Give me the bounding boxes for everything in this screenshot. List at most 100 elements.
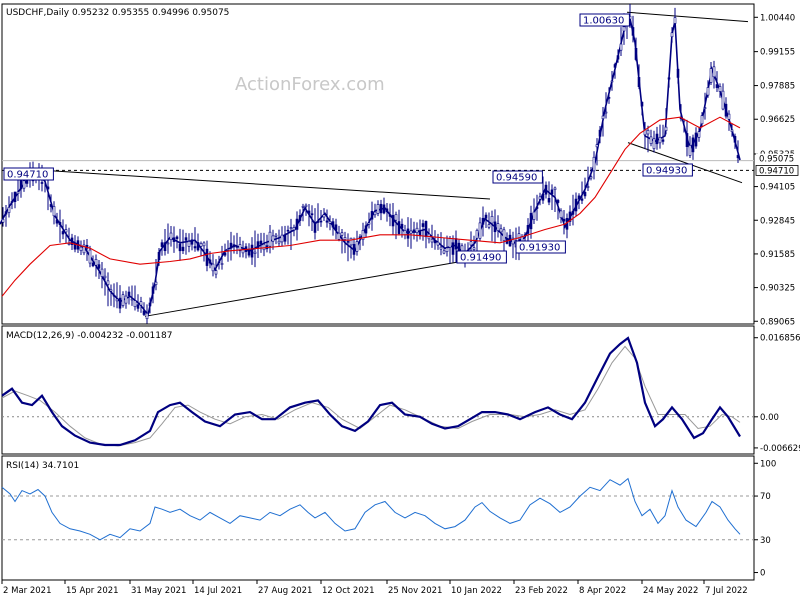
- candle-body: [379, 203, 383, 214]
- candle-body: [247, 249, 251, 256]
- candle-body: [274, 234, 278, 237]
- candle-body: [91, 262, 95, 267]
- candle-body: [82, 244, 86, 254]
- candle-body: [175, 236, 179, 239]
- candle-body: [277, 240, 281, 244]
- candle-body: [421, 223, 425, 227]
- candle-body: [436, 241, 440, 246]
- candle-body: [721, 90, 725, 110]
- candle-body: [376, 204, 380, 214]
- candle-body: [724, 103, 728, 117]
- candle-body: [631, 27, 635, 36]
- candle-body: [439, 246, 443, 250]
- candle-body: [559, 210, 563, 218]
- rsi-tick-label: 0: [760, 569, 765, 579]
- candle-body: [157, 251, 161, 260]
- candle-body: [307, 210, 311, 214]
- candle-body: [397, 221, 401, 234]
- candle-body: [262, 243, 266, 251]
- candle-body: [673, 17, 677, 24]
- candle-body: [205, 248, 209, 266]
- candle-body: [526, 225, 530, 234]
- macd-line: [1, 336, 741, 447]
- candle-body: [490, 216, 494, 224]
- date-tick-label: 27 Aug 2021: [258, 586, 312, 596]
- annotation-label: 0.94710: [7, 170, 48, 181]
- candle-body: [442, 250, 446, 254]
- candle-body: [409, 230, 413, 234]
- candle-body: [643, 128, 647, 136]
- candle-body: [151, 286, 155, 294]
- symbol-line: USDCHF,Daily 0.95232 0.95355 0.94996 0.9…: [6, 8, 229, 18]
- date-tick-label: 7 Jul 2022: [705, 586, 748, 596]
- candle-body: [349, 237, 353, 246]
- candle-body: [388, 214, 392, 217]
- price-tick-label: 0.92845: [760, 216, 795, 226]
- candle-body: [475, 230, 479, 239]
- candle-body: [253, 251, 257, 254]
- candle-body: [358, 236, 362, 239]
- trendline-lower-channel: [144, 255, 491, 317]
- candle-body: [130, 298, 134, 301]
- date-tick-label: 25 Nov 2021: [388, 586, 442, 596]
- candle-body: [661, 139, 665, 142]
- candle-body: [340, 232, 344, 236]
- candle-body: [709, 68, 713, 83]
- candle-body: [502, 229, 506, 241]
- candle-body: [268, 231, 272, 247]
- candle-body: [448, 238, 452, 248]
- candle-body: [685, 133, 689, 147]
- candle-body: [400, 223, 404, 229]
- candle-body: [97, 264, 101, 269]
- rsi-title: RSI(14) 34.7101: [6, 461, 79, 471]
- candle-body: [226, 248, 230, 251]
- candle-body: [238, 244, 242, 252]
- price-tick-label: 0.94105: [760, 183, 795, 193]
- candle-body: [67, 243, 71, 245]
- candle-body: [106, 280, 110, 285]
- candle-body: [190, 239, 194, 245]
- current-price-tag: 0.95075: [759, 155, 794, 165]
- candle-body: [88, 249, 92, 264]
- candle-body: [160, 242, 164, 247]
- candle-body: [394, 214, 398, 221]
- candle-body: [568, 211, 572, 222]
- candle-body: [325, 220, 329, 223]
- annotation-box: [642, 163, 693, 177]
- candle-body: [562, 218, 566, 222]
- candle-body: [220, 263, 224, 265]
- candle-body: [529, 212, 533, 230]
- candle-body: [172, 237, 176, 242]
- candle-body: [493, 221, 497, 233]
- candle-body: [613, 64, 617, 68]
- candle-body: [694, 132, 698, 147]
- candle-body: [373, 211, 377, 216]
- candle-body: [58, 222, 62, 226]
- candle-body: [733, 136, 737, 143]
- candle-body: [286, 229, 290, 232]
- price-tick-label: 0.97885: [760, 82, 795, 92]
- candle-body: [280, 234, 284, 243]
- candle-body: [415, 227, 419, 233]
- candle-body: [385, 208, 389, 213]
- price-annotations: 1.00630 0.94710 0.94590 0.94930 0.91930 0.914…: [3, 13, 693, 264]
- candle-body: [367, 222, 371, 225]
- candle-body: [121, 294, 125, 306]
- moving-average-line: [1, 116, 741, 297]
- price-tick-label: 1.00440: [760, 13, 795, 23]
- rsi-tick-label: 30: [760, 536, 771, 546]
- candle-body: [331, 221, 335, 228]
- candle-body: [61, 231, 65, 235]
- candle-body: [511, 237, 515, 245]
- level-price-tag: 0.94710: [759, 166, 794, 176]
- candle-body: [7, 207, 11, 213]
- annotation-label: 0.94930: [646, 166, 687, 177]
- candle-body: [136, 304, 140, 309]
- candle-body: [577, 195, 581, 200]
- candle-body: [634, 47, 638, 60]
- candle-body: [598, 129, 602, 137]
- trendline-lower-support: [627, 142, 743, 184]
- candle-body: [460, 245, 464, 252]
- candle-body: [391, 215, 395, 227]
